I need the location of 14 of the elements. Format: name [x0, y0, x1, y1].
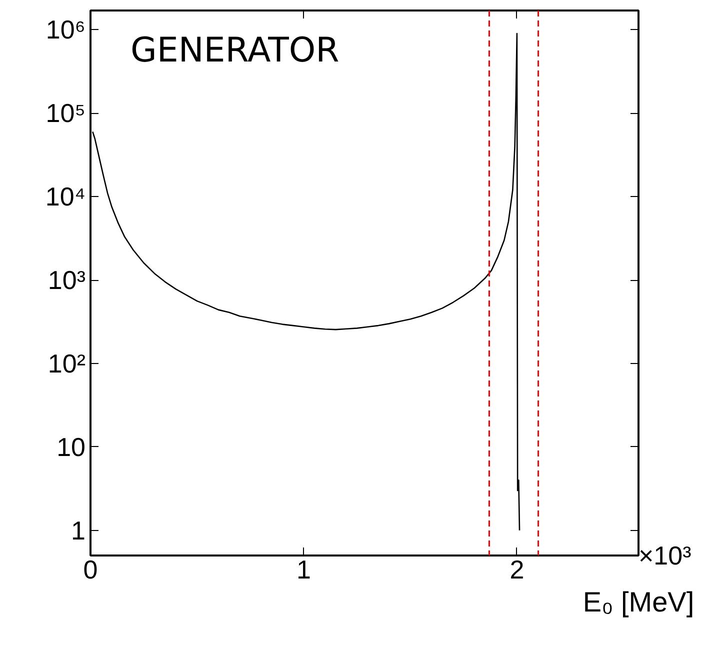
y-tick-label: 10² [48, 348, 86, 378]
x-tick-label: 1 [296, 554, 311, 584]
x-axis-title: E₀ [MeV] [582, 586, 694, 618]
x-tick-label: 2 [510, 554, 524, 584]
y-tick-label: 10⁶ [46, 14, 86, 45]
y-tick-label: 10³ [48, 265, 86, 296]
text: ×10³ [638, 540, 692, 570]
y-tick-label: 1 [71, 515, 86, 546]
line-series [92, 32, 520, 532]
x-tick-label: 0 [83, 554, 98, 584]
y-tick-label: 10⁴ [45, 182, 86, 212]
y-tick-label: 10 [56, 432, 86, 462]
y-tick-label: 10⁵ [46, 98, 86, 128]
annotation: GENERATOR [130, 30, 340, 70]
